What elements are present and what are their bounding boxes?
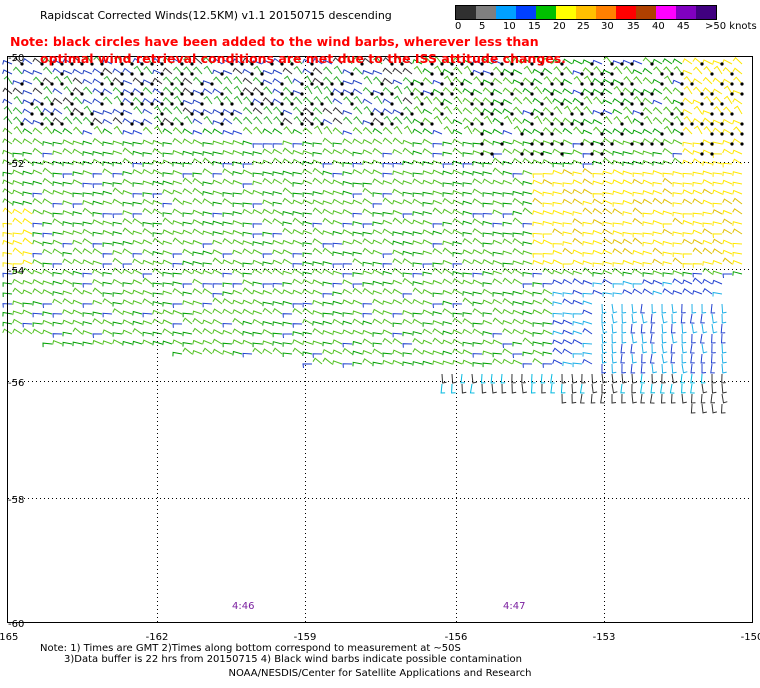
legend-swatch-2 bbox=[496, 6, 516, 19]
legend-label-10: >50 knots bbox=[705, 21, 757, 32]
credit-line: NOAA/NESDIS/Center for Satellite Applica… bbox=[228, 668, 532, 679]
legend-swatch-9 bbox=[636, 6, 656, 19]
lon-label: -162 bbox=[146, 632, 169, 643]
lat-label: -50 bbox=[8, 53, 24, 64]
lon-label: -156 bbox=[445, 632, 468, 643]
footnote-line-1: Note: 1) Times are GMT 2)Times along bot… bbox=[40, 643, 461, 654]
map-frame bbox=[7, 56, 753, 623]
legend-label-9: 45 bbox=[677, 21, 690, 32]
lat-label: -60 bbox=[8, 619, 24, 630]
legend-labels: 0 5 10 15 20 25 30 35 40 45 >50 knots bbox=[455, 20, 760, 34]
footnote-line-2: 3)Data buffer is 22 hrs from 20150715 4)… bbox=[64, 654, 522, 665]
lon-label: -153 bbox=[593, 632, 616, 643]
legend-swatch-6 bbox=[576, 6, 596, 19]
attitude-note-line-1: Note: black circles have been added to t… bbox=[10, 34, 539, 49]
latitude-labels: -50 -52 -54 -56 -58 -60 bbox=[8, 53, 24, 630]
legend-label-0: 0 bbox=[455, 21, 462, 32]
lat-label: -56 bbox=[8, 378, 24, 389]
lon-label: -159 bbox=[294, 632, 317, 643]
lat-label: -52 bbox=[8, 159, 24, 170]
legend-label-2: 10 bbox=[503, 21, 516, 32]
legend-label-7: 35 bbox=[627, 21, 640, 32]
legend-swatch-11 bbox=[676, 6, 696, 19]
footnote: Note: 1) Times are GMT 2)Times along bot… bbox=[40, 643, 522, 665]
legend-swatch-5 bbox=[556, 6, 576, 19]
legend-swatch-4 bbox=[536, 6, 556, 19]
legend-label-1: 5 bbox=[479, 21, 486, 32]
legend-swatch-10 bbox=[656, 6, 676, 19]
legend-label-6: 30 bbox=[601, 21, 614, 32]
legend-swatch-7 bbox=[596, 6, 616, 19]
legend-swatch-0 bbox=[456, 6, 476, 19]
lat-label: -54 bbox=[8, 266, 24, 277]
map-title: Rapidscat Corrected Winds(12.5KM) v1.1 2… bbox=[40, 9, 392, 22]
legend-color-bar bbox=[455, 5, 717, 20]
time-label-2: 4:47 bbox=[503, 601, 525, 612]
legend-label-4: 20 bbox=[553, 21, 566, 32]
legend-swatch-12 bbox=[696, 6, 716, 19]
attitude-note-line-2: optimal wind retrieval conditions are me… bbox=[40, 51, 566, 66]
lat-label: -58 bbox=[8, 495, 24, 506]
legend-label-5: 25 bbox=[577, 21, 590, 32]
legend-label-3: 15 bbox=[528, 21, 541, 32]
legend-swatch-3 bbox=[516, 6, 536, 19]
wind-barbs-layer bbox=[2, 55, 743, 414]
legend-label-8: 40 bbox=[652, 21, 665, 32]
legend-swatch-8 bbox=[616, 6, 636, 19]
quality-flag-dots-layer bbox=[20, 62, 744, 156]
time-label-1: 4:46 bbox=[232, 601, 254, 612]
legend-swatch-1 bbox=[476, 6, 496, 19]
lon-label: -165 bbox=[0, 632, 18, 643]
longitude-labels: -165 -162 -159 -156 -153 -150 bbox=[0, 632, 760, 643]
attitude-note: Note: black circles have been added to t… bbox=[10, 33, 570, 67]
lon-label: -150 bbox=[741, 632, 760, 643]
graticule bbox=[8, 57, 752, 622]
wind-speed-legend: 0 5 10 15 20 25 30 35 40 45 >50 knots bbox=[455, 5, 760, 34]
